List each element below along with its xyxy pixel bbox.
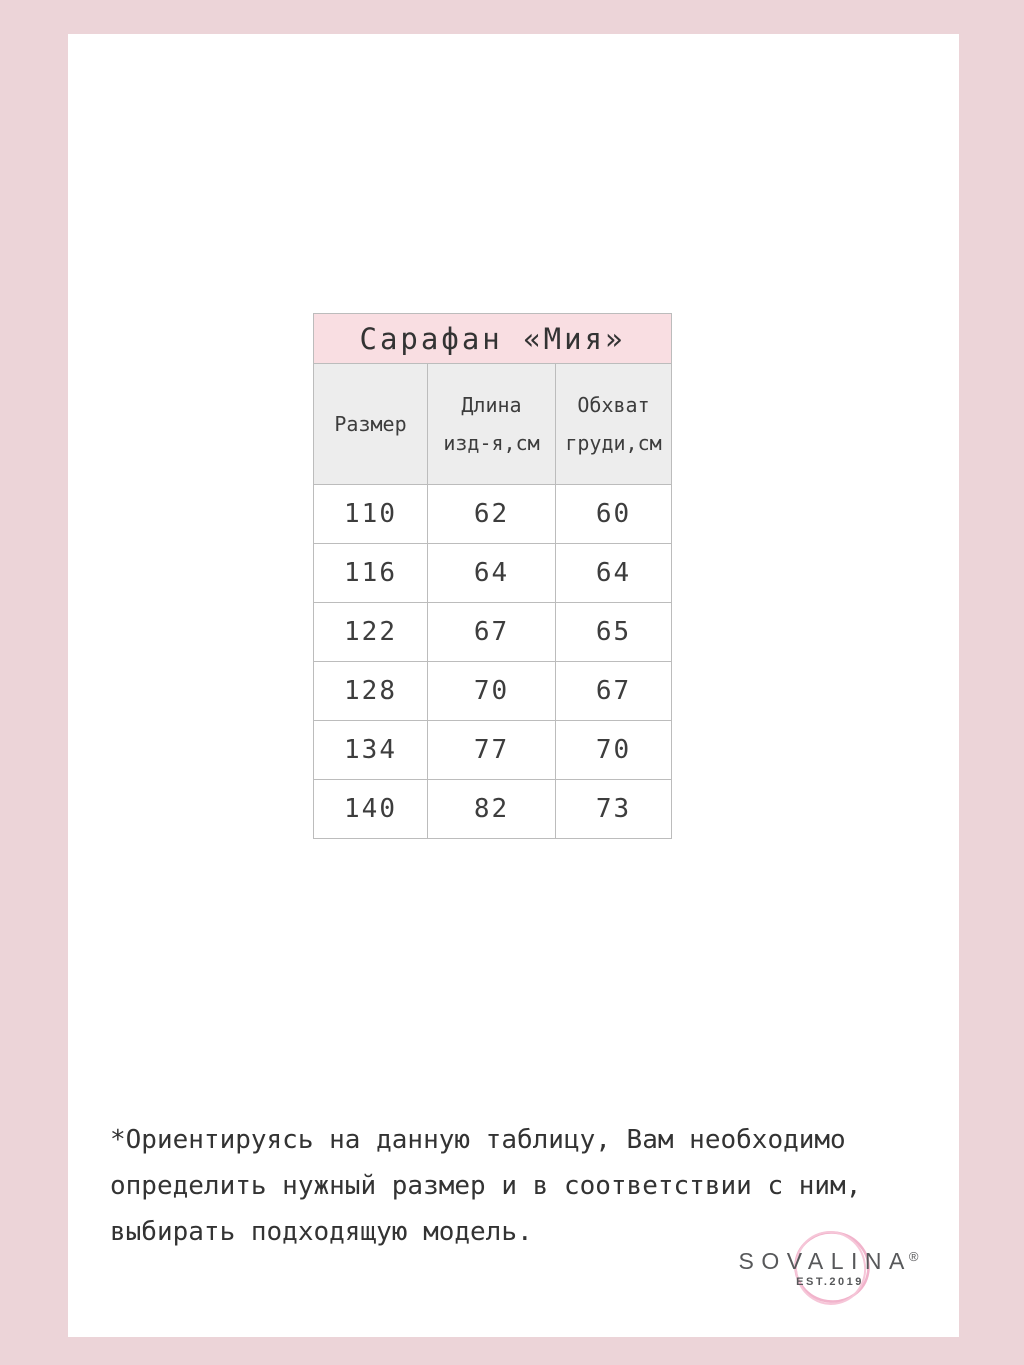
- table-row: 116 64 64: [313, 543, 673, 603]
- column-header-length-line2: изд-я,см: [443, 431, 540, 455]
- table-header-row: Размер Длина изд-я,см Обхват груди,см: [313, 363, 673, 485]
- size-cell: 116: [313, 543, 428, 603]
- registered-trademark-icon: ®: [908, 1249, 919, 1264]
- established-text: EST.2019: [796, 1276, 864, 1288]
- footnote-line: определить нужный размер и в соответстви…: [110, 1171, 862, 1201]
- column-header-length: Длина изд-я,см: [427, 363, 556, 485]
- footnote-line: *Ориентируясь на данную таблицу, Вам нео…: [110, 1125, 846, 1155]
- table-row: 122 67 65: [313, 602, 673, 662]
- table-row: 134 77 70: [313, 720, 673, 780]
- brand-logo: SOVALINA® EST.2019: [700, 1217, 960, 1327]
- length-cell: 70: [427, 661, 556, 721]
- column-header-chest: Обхват груди,см: [554, 363, 673, 485]
- size-cell: 134: [313, 720, 428, 780]
- column-header-chest-line2: груди,см: [565, 431, 662, 455]
- footnote-line: выбирать подходящую модель.: [110, 1217, 533, 1247]
- table-row: 128 70 67: [313, 661, 673, 721]
- logo-circle-icon: [794, 1231, 870, 1305]
- chest-cell: 67: [554, 661, 673, 721]
- size-cell: 110: [313, 484, 428, 544]
- chest-cell: 70: [554, 720, 673, 780]
- table-row: 110 62 60: [313, 484, 673, 544]
- brand-name-text: SOVALINA: [738, 1248, 912, 1274]
- size-table: Сарафан «Мия» Размер Длина изд-я,см Обхв…: [312, 313, 673, 839]
- length-cell: 64: [427, 543, 556, 603]
- white-sheet: Сарафан «Мия» Размер Длина изд-я,см Обхв…: [68, 34, 959, 1337]
- size-cell: 140: [313, 779, 428, 839]
- table-row: 140 82 73: [313, 779, 673, 839]
- chest-cell: 64: [554, 543, 673, 603]
- length-cell: 77: [427, 720, 556, 780]
- chest-cell: 65: [554, 602, 673, 662]
- column-header-size: Размер: [313, 363, 428, 485]
- size-cell: 128: [313, 661, 428, 721]
- length-cell: 62: [427, 484, 556, 544]
- chest-cell: 73: [554, 779, 673, 839]
- size-guide-footnote: *Ориентируясь на данную таблицу, Вам нео…: [110, 1117, 900, 1255]
- table-title: Сарафан «Мия»: [312, 313, 673, 364]
- table-title-row: Сарафан «Мия»: [312, 313, 673, 364]
- brand-name: SOVALINA®: [700, 1248, 960, 1275]
- chest-cell: 60: [554, 484, 673, 544]
- column-header-length-line1: Длина: [461, 393, 522, 417]
- length-cell: 82: [427, 779, 556, 839]
- size-cell: 122: [313, 602, 428, 662]
- column-header-chest-line1: Обхват: [577, 393, 650, 417]
- length-cell: 67: [427, 602, 556, 662]
